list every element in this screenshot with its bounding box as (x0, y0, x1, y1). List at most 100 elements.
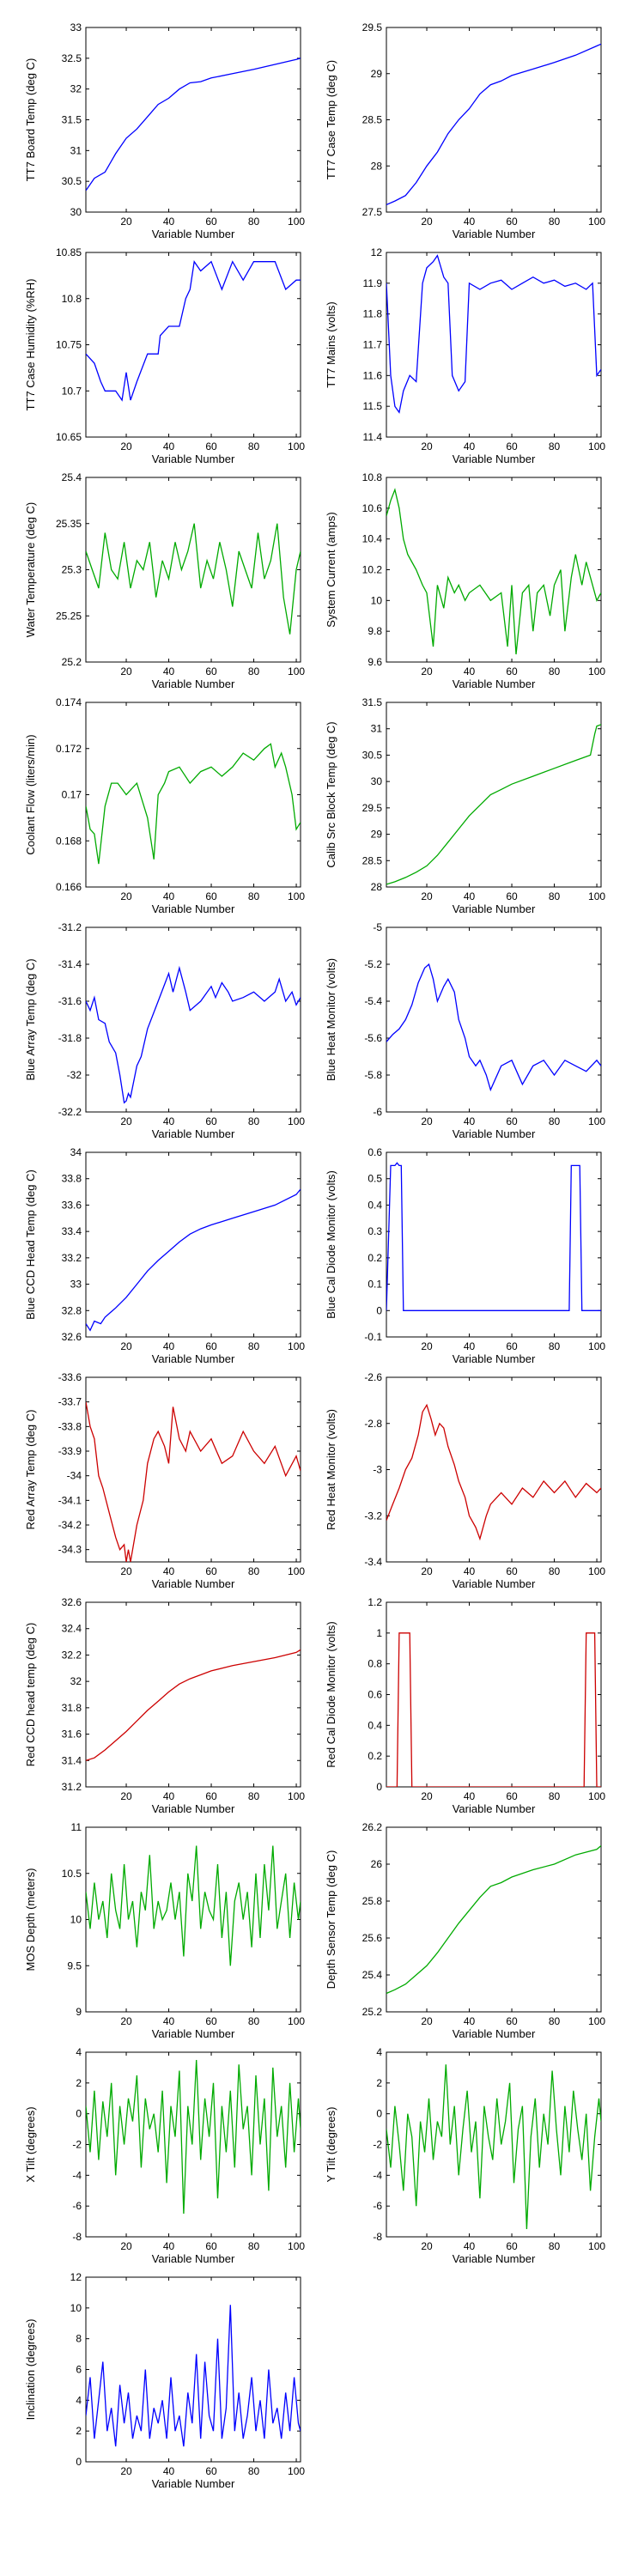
x-tick-label: 100 (588, 440, 605, 453)
y-axis-label: Red CCD head temp (deg C) (24, 1623, 37, 1767)
y-tick-label: 0.2 (368, 1750, 382, 1762)
y-tick-label: -31.6 (58, 995, 82, 1007)
x-tick-label: 80 (248, 665, 260, 677)
series-line (386, 963, 601, 1092)
y-tick-label: 2 (76, 2425, 82, 2437)
y-tick-label: 0.4 (368, 1719, 382, 1731)
y-tick-label: -6 (373, 2200, 382, 2212)
x-axis-label: Variable Number (453, 1352, 536, 1365)
y-tick-label: 11.4 (363, 431, 383, 443)
y-axis-label: Calib Src Block Temp (deg C) (325, 721, 337, 867)
axes-box (85, 477, 301, 663)
y-tick-label: 31.5 (362, 696, 383, 708)
x-tick-label: 20 (421, 1790, 433, 1802)
axes-box (386, 1826, 602, 2013)
x-tick-label: 40 (163, 2465, 175, 2477)
axes-box (386, 927, 602, 1113)
y-axis-label: Coolant Flow (liters/min) (24, 734, 37, 854)
y-tick-label: -34.1 (58, 1494, 82, 1506)
y-tick-label: 2 (76, 2077, 82, 2089)
x-tick-label: 20 (421, 216, 433, 228)
x-tick-label: 20 (120, 890, 132, 902)
x-tick-label: 40 (163, 1565, 175, 1577)
y-tick-label: 10 (371, 594, 383, 606)
y-tick-label: 12 (70, 2271, 82, 2283)
x-tick-label: 80 (549, 1790, 561, 1802)
y-tick-label: 12 (371, 246, 383, 258)
x-tick-label: 100 (588, 665, 605, 677)
x-tick-label: 80 (248, 216, 260, 228)
y-tick-label: -34 (67, 1470, 82, 1482)
x-tick-label: 60 (205, 2465, 217, 2477)
axes-box (85, 927, 301, 1113)
x-tick-label: 80 (549, 890, 561, 902)
y-tick-label: 28 (371, 160, 383, 172)
y-tick-label: 10 (70, 1914, 82, 1926)
y-tick-label: 9.6 (368, 656, 382, 668)
series-line (86, 965, 301, 1104)
x-tick-label: 60 (506, 1115, 518, 1127)
x-axis-label: Variable Number (453, 902, 536, 915)
x-tick-label: 40 (464, 1565, 476, 1577)
x-tick-label: 40 (163, 2015, 175, 2027)
x-tick-label: 40 (163, 1790, 175, 1802)
y-tick-label: -31.8 (58, 1032, 82, 1044)
y-tick-label: 30 (70, 206, 82, 218)
panel-12: 20 40 60 80 100 -0.1 0 0.1 0.2 0.3 0.4 0.5 0.6 Variab… (325, 1146, 605, 1365)
y-tick-label: 0 (376, 1781, 382, 1793)
y-tick-label: 25.3 (62, 564, 82, 576)
y-tick-label: 0 (76, 2108, 82, 2120)
y-tick-label: 9.8 (368, 625, 382, 637)
y-tick-label: 0.166 (56, 881, 82, 893)
x-tick-label: 20 (120, 1565, 132, 1577)
y-axis-label: Inclination (degrees) (24, 2319, 37, 2421)
axes-box (85, 1151, 301, 1338)
y-tick-label: 28 (371, 881, 383, 893)
y-tick-label: 25.2 (62, 656, 82, 668)
x-tick-label: 80 (248, 440, 260, 453)
y-tick-label: 33 (70, 21, 82, 33)
x-tick-label: 80 (248, 1340, 260, 1352)
y-tick-label: -4 (72, 2169, 82, 2181)
y-axis-label: Depth Sensor Temp (deg C) (325, 1850, 337, 1990)
x-tick-label: 100 (288, 1340, 305, 1352)
axes-box (386, 477, 602, 663)
x-tick-label: 40 (163, 890, 175, 902)
x-axis-label: Variable Number (152, 453, 235, 465)
y-tick-label: 1 (376, 1627, 382, 1639)
y-tick-label: -4 (373, 2169, 382, 2181)
x-tick-label: 20 (421, 1565, 433, 1577)
x-tick-label: 80 (549, 440, 561, 453)
axes-box (85, 252, 301, 438)
y-tick-label: 25.4 (362, 1969, 383, 1981)
y-axis-label: Y Tilt (degrees) (325, 2107, 337, 2183)
x-tick-label: 60 (205, 216, 217, 228)
y-tick-label: 4 (76, 2394, 82, 2406)
y-tick-label: 11.6 (363, 369, 383, 381)
x-axis-label: Variable Number (152, 228, 235, 240)
x-tick-label: 40 (464, 1340, 476, 1352)
axes-box (386, 1376, 602, 1563)
y-tick-label: 26 (371, 1858, 383, 1870)
y-tick-label: 0.168 (56, 835, 82, 847)
y-tick-label: 31.4 (62, 1754, 82, 1766)
series-line (386, 1403, 601, 1541)
x-tick-label: 40 (163, 2240, 175, 2252)
x-tick-label: 40 (464, 440, 476, 453)
panel-19: 20 40 60 80 100 -8 -6 -4 -2 0 2 4 Variable Number X T… (24, 2046, 305, 2265)
axes-box (85, 702, 301, 888)
panel-21: 20 40 60 80 100 0 2 4 6 8 10 12 Variable Number Incli… (24, 2271, 305, 2490)
x-tick-label: 60 (205, 1115, 217, 1127)
y-tick-label: -33.9 (58, 1445, 82, 1457)
x-tick-label: 20 (120, 440, 132, 453)
panel-2: 20 40 60 80 100 27.5 28 28.5 29 29.5 Variable Numb… (325, 21, 605, 240)
series-line (86, 1649, 301, 1761)
y-axis-label: TT7 Mains (volts) (325, 301, 337, 387)
y-tick-label: 0.3 (368, 1225, 382, 1237)
y-tick-label: 31 (371, 723, 383, 735)
y-tick-label: 10.8 (362, 471, 383, 483)
y-axis-label: Blue CCD Head Temp (deg C) (24, 1170, 37, 1320)
y-tick-label: 29 (371, 68, 383, 80)
x-tick-label: 40 (464, 1790, 476, 1802)
x-tick-label: 60 (506, 1790, 518, 1802)
